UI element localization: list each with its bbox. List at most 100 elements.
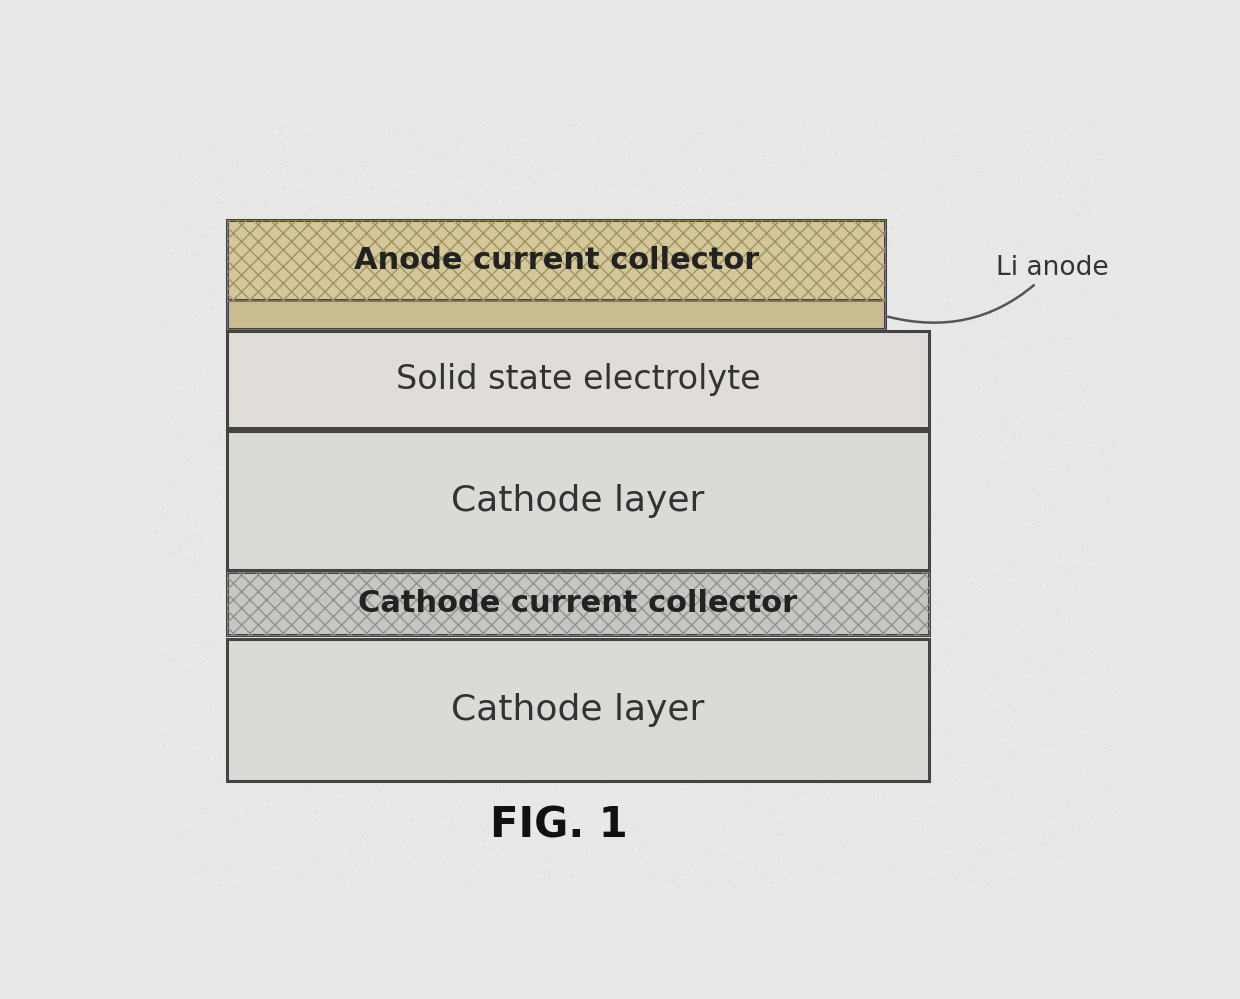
Point <box>637 374 657 390</box>
Point <box>639 542 658 558</box>
Point <box>185 230 205 246</box>
Point <box>634 762 653 778</box>
Point <box>683 601 703 617</box>
Point <box>976 330 996 346</box>
Point <box>532 575 552 591</box>
Point <box>367 241 387 257</box>
Point <box>560 118 580 134</box>
Point <box>429 186 449 202</box>
Point <box>808 673 828 689</box>
Point <box>976 295 996 311</box>
Point <box>490 459 510 475</box>
Point <box>671 843 691 859</box>
Point <box>327 672 347 688</box>
Point <box>939 530 959 546</box>
Point <box>703 672 723 688</box>
Point <box>409 501 429 517</box>
Point <box>750 383 770 399</box>
Point <box>222 660 242 676</box>
Point <box>608 371 627 387</box>
Point <box>523 299 543 315</box>
Point <box>916 363 936 379</box>
Point <box>737 479 756 495</box>
Point <box>215 666 234 682</box>
Point <box>280 676 300 692</box>
Point <box>243 770 263 786</box>
Point <box>717 585 737 601</box>
Point <box>549 804 569 820</box>
Point <box>818 637 838 653</box>
Point <box>272 346 291 362</box>
Point <box>619 433 639 449</box>
Point <box>397 609 417 625</box>
Point <box>718 589 738 605</box>
Point <box>508 296 528 312</box>
Point <box>370 677 389 693</box>
Point <box>626 510 646 526</box>
Point <box>405 507 425 523</box>
Point <box>637 548 657 564</box>
Point <box>269 640 289 656</box>
Point <box>552 739 572 755</box>
Point <box>723 654 743 670</box>
Point <box>851 416 870 432</box>
Point <box>915 369 935 385</box>
Point <box>851 225 870 241</box>
Point <box>329 281 348 297</box>
Point <box>458 529 477 545</box>
Point <box>321 236 341 252</box>
Point <box>521 338 541 354</box>
Point <box>899 401 919 417</box>
Point <box>625 820 645 836</box>
Point <box>873 329 893 345</box>
Point <box>870 235 890 251</box>
Point <box>373 602 393 618</box>
Point <box>441 611 461 627</box>
Point <box>568 802 588 818</box>
Point <box>572 636 591 652</box>
Point <box>635 365 655 381</box>
Point <box>444 351 464 367</box>
Point <box>417 417 436 433</box>
Point <box>632 303 652 319</box>
Point <box>456 833 476 849</box>
Point <box>598 761 618 777</box>
Point <box>724 637 744 653</box>
Point <box>541 334 560 350</box>
Point <box>873 144 893 160</box>
Point <box>446 506 466 522</box>
Point <box>805 585 825 601</box>
Point <box>238 594 258 610</box>
Point <box>443 417 463 433</box>
Point <box>864 373 884 389</box>
Point <box>294 486 314 501</box>
Point <box>619 463 639 479</box>
Point <box>534 442 554 458</box>
Point <box>619 201 639 217</box>
Point <box>644 376 663 392</box>
Point <box>570 595 590 611</box>
Point <box>408 702 428 718</box>
Point <box>656 642 676 658</box>
Point <box>264 766 284 782</box>
Point <box>1021 397 1040 413</box>
Point <box>773 734 792 750</box>
Point <box>610 300 630 316</box>
Point <box>567 440 587 456</box>
Point <box>1028 271 1048 287</box>
Point <box>703 428 723 444</box>
Point <box>718 329 738 345</box>
Point <box>708 443 728 459</box>
Point <box>188 459 208 475</box>
Point <box>460 274 480 290</box>
Point <box>494 475 513 491</box>
Point <box>620 417 640 433</box>
Point <box>351 270 371 286</box>
Point <box>583 316 603 332</box>
Point <box>791 478 811 494</box>
Point <box>153 567 172 583</box>
Point <box>579 247 599 263</box>
Point <box>222 789 242 805</box>
Point <box>226 142 246 158</box>
Point <box>867 524 887 540</box>
